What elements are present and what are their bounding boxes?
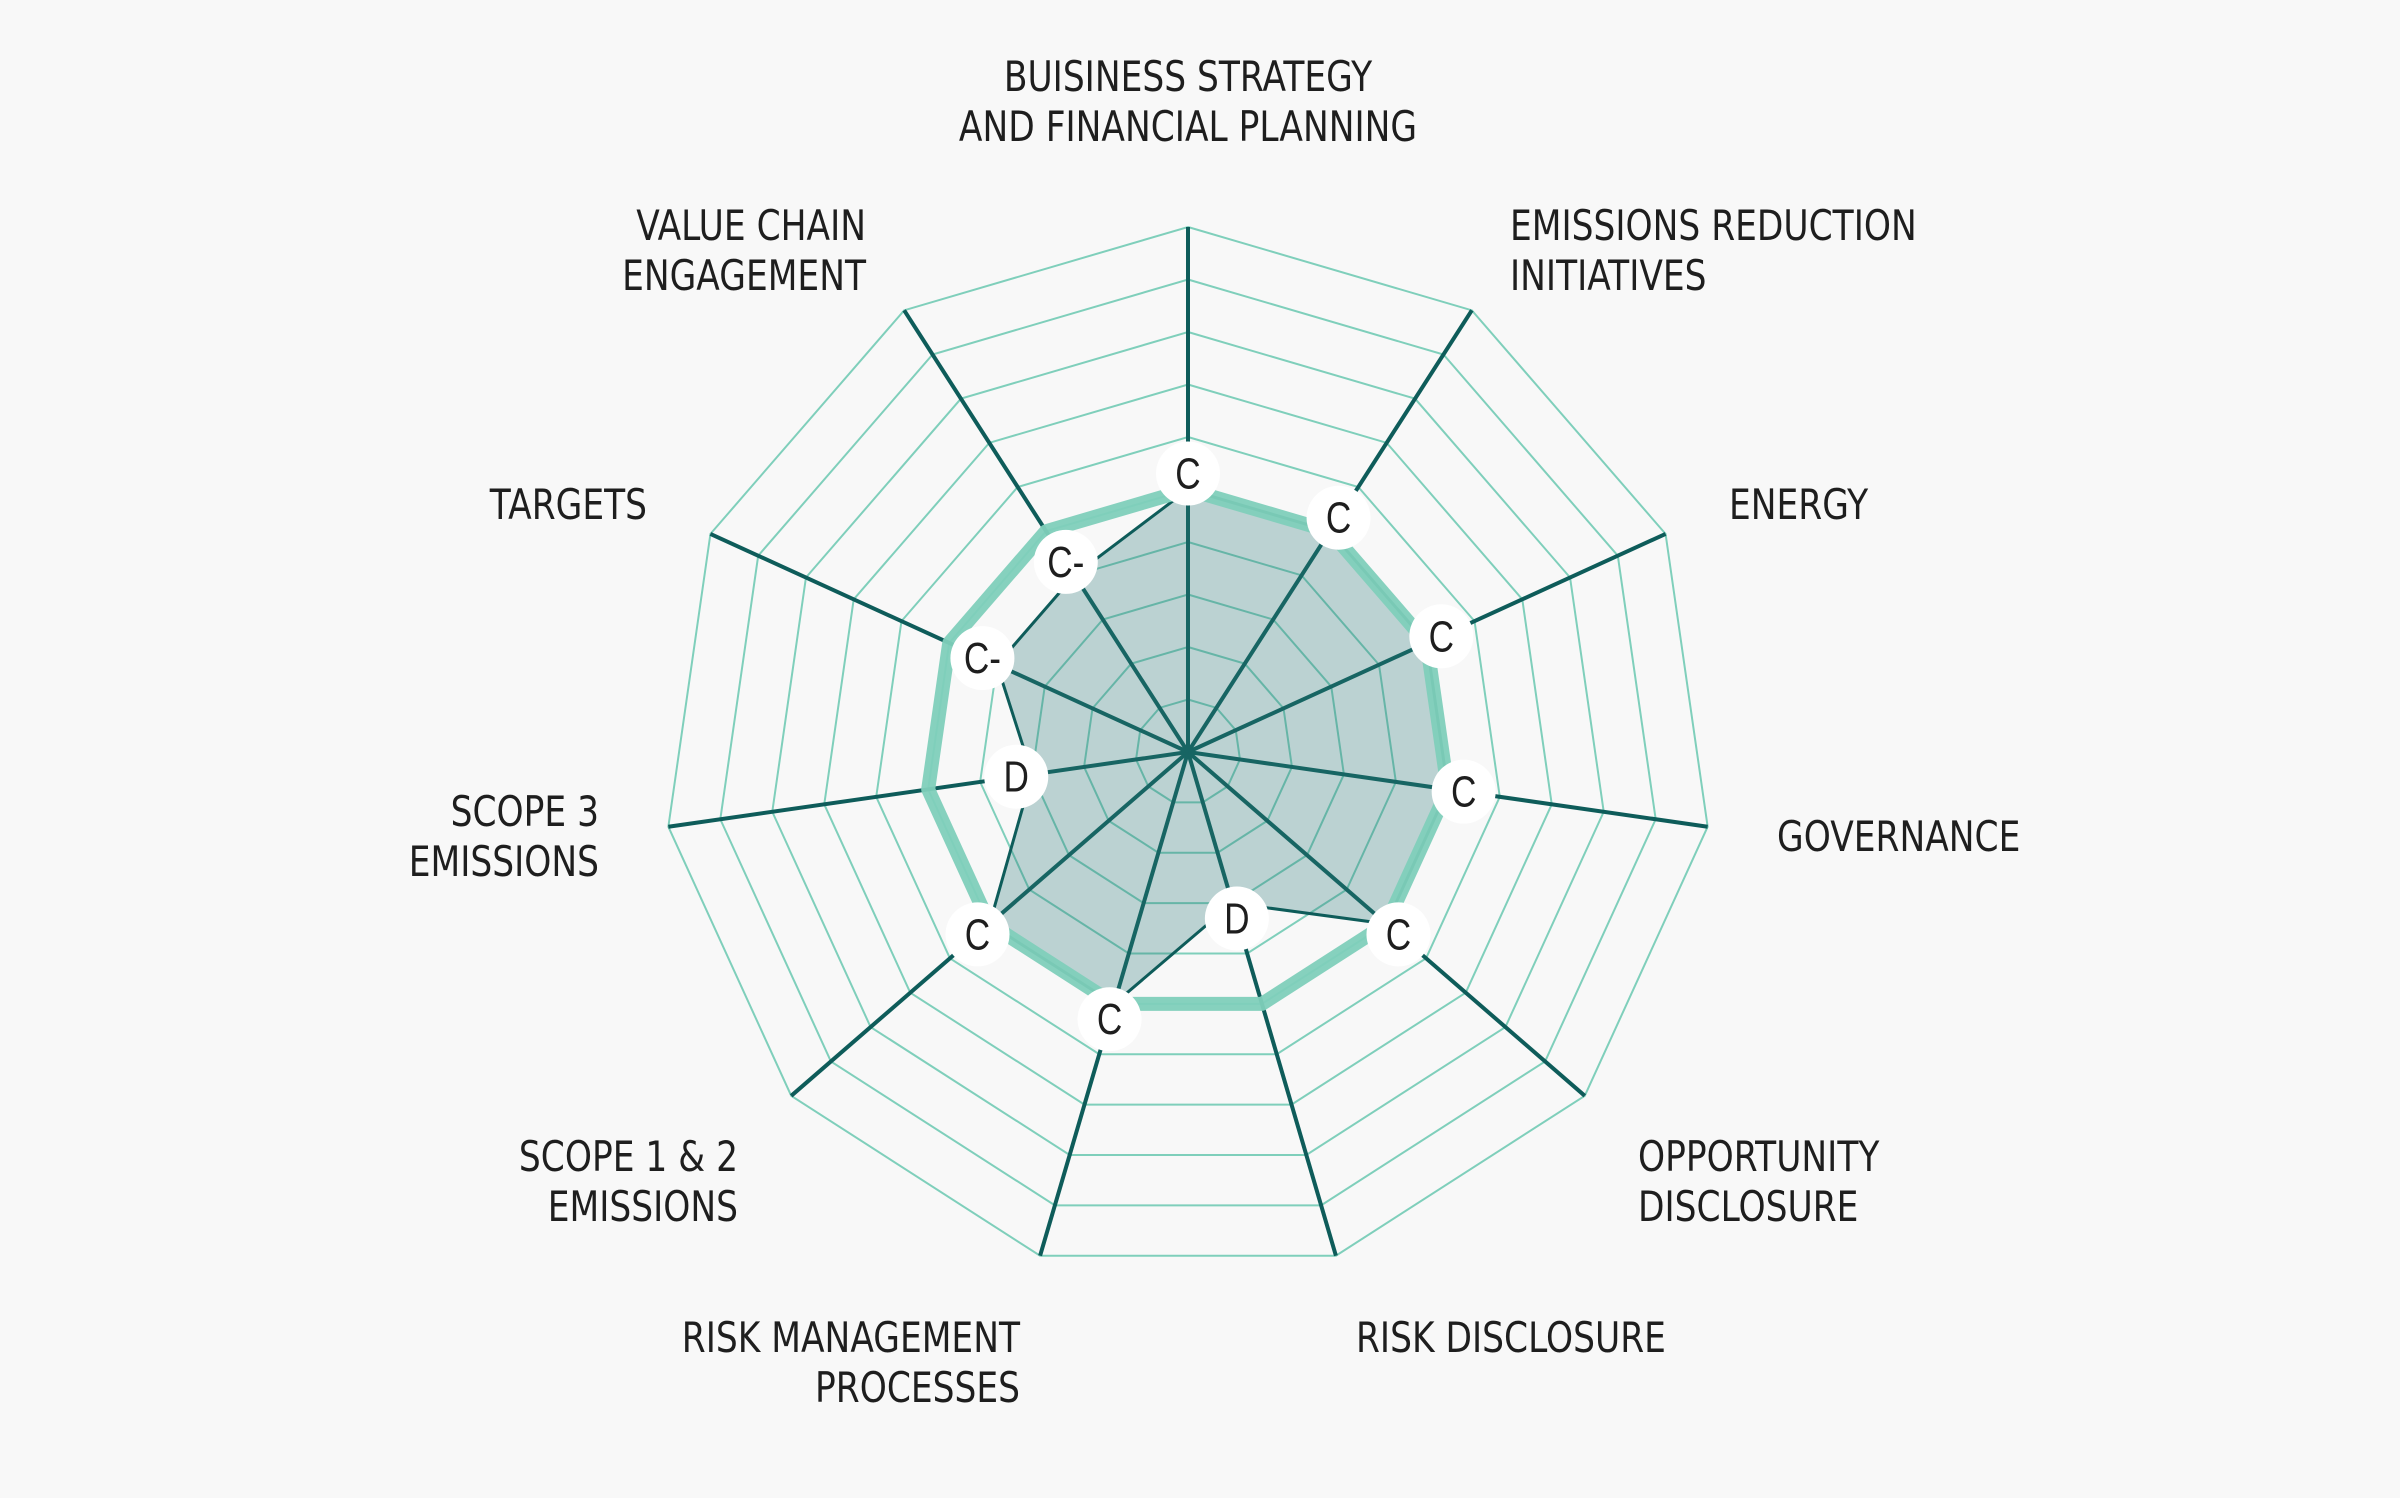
grade-badge-bg	[945, 902, 1010, 967]
grade-label: C	[965, 911, 990, 960]
axis-label: GOVERNANCE	[1776, 811, 2021, 861]
axis-label: OPPORTUNITY DISCLOSURE	[1637, 1131, 1880, 1231]
grade-label: D	[1224, 895, 1249, 944]
grade-badge-bg	[1156, 441, 1220, 506]
grade-label: D	[1004, 753, 1029, 802]
grid-ring-2	[1083, 645, 1293, 854]
axis-label: RISK DISCLOSURE	[1355, 1312, 1666, 1362]
axis-label: BUISINESS STRATEGY AND FINANCIAL PLANNIN…	[958, 52, 1418, 151]
grid-ring-6	[875, 435, 1501, 1056]
grade-label: C	[1326, 494, 1351, 543]
benchmark-series	[921, 482, 1455, 1011]
grid-ring-9	[719, 278, 1657, 1207]
grade-badge-bg	[1204, 886, 1269, 951]
grid-ring-7	[823, 383, 1553, 1106]
axis-label: VALUE CHAIN ENGAGEMENT	[622, 201, 867, 301]
grade-badge-bg	[950, 626, 1015, 691]
grade-badge: C	[1306, 485, 1371, 550]
grade-badge-bg	[984, 744, 1049, 809]
grid-ring-3	[1031, 593, 1345, 905]
grade-label: C-	[1047, 538, 1084, 587]
grade-label: C	[1386, 911, 1411, 960]
grade-badge: C	[1077, 987, 1142, 1052]
grade-badge: D	[1204, 886, 1269, 951]
grade-badge-bg	[1033, 529, 1098, 594]
grade-badge-bg	[1409, 604, 1474, 669]
grid-ring-8	[771, 330, 1605, 1156]
grade-badge: C-	[950, 626, 1015, 691]
grade-badge-bg	[1306, 485, 1371, 550]
axis-label: ENERGY	[1729, 479, 1869, 529]
grade-label: C	[1451, 768, 1476, 817]
grade-badge: C	[1409, 604, 1474, 669]
grade-badge: D	[984, 744, 1049, 809]
benchmark-outline	[921, 482, 1455, 1011]
axis-label: SCOPE 1 & 2 EMISSIONS	[519, 1131, 739, 1231]
grid-ring-1	[1135, 698, 1241, 804]
grade-badge: C	[1156, 441, 1220, 506]
axis-label: TARGETS	[489, 479, 647, 529]
grade-badges: C C C C C D C C D C- C-	[945, 441, 1496, 1052]
axis-label: EMISSIONS REDUCTION INITIATIVES	[1509, 201, 1917, 301]
axis-label: RISK MANAGEMENT PROCESSES	[682, 1312, 1021, 1412]
axis-label: SCOPE 3 EMISSIONS	[408, 786, 600, 886]
grade-badge-bg	[1431, 759, 1496, 824]
grade-badge-bg	[1077, 987, 1142, 1052]
grade-label: C	[1097, 996, 1122, 1045]
grade-badge: C	[945, 902, 1010, 967]
grade-label: C-	[964, 634, 1001, 683]
grade-badge: C-	[1033, 529, 1098, 594]
grade-badge: C	[1431, 759, 1496, 824]
grade-badge-bg	[1366, 902, 1431, 967]
grid-ring-10	[667, 225, 1709, 1257]
grade-label: C	[1175, 450, 1200, 499]
grade-label: C	[1429, 613, 1454, 662]
grade-badge: C	[1366, 902, 1431, 967]
